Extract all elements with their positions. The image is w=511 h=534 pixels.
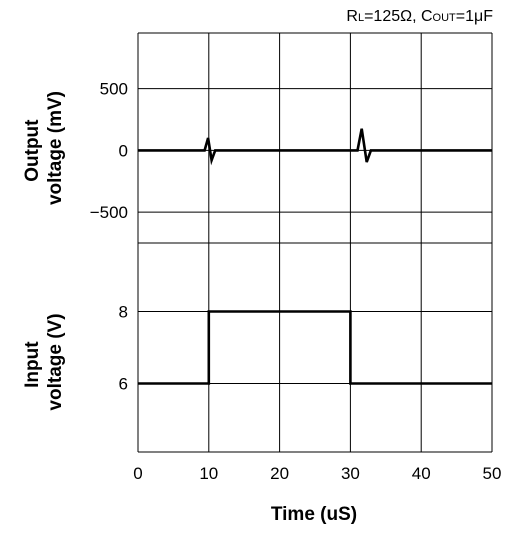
conditions-annotation: RL=125Ω, COUT=1μF [346, 8, 493, 25]
output-title-line1: Output [22, 119, 43, 182]
x-tick-label: 30 [341, 464, 360, 483]
panels: 500 0 −500 8 6 [90, 80, 492, 394]
x-tick-labels: 0 10 20 30 40 50 [133, 464, 501, 483]
output-title-line2: voltage (mV) [45, 91, 66, 205]
rl-symbol: R [346, 8, 358, 25]
y-tick-label: 500 [100, 80, 128, 99]
x-tick-label: 20 [270, 464, 289, 483]
cout-value: =1μF [456, 8, 493, 25]
x-axis-title: Time (uS) [271, 504, 357, 525]
y-tick-label: −500 [90, 203, 128, 222]
input-voltage-axis-title: Input voltage (V) [22, 313, 66, 410]
output-voltage-trace [138, 128, 492, 166]
rl-subscript: L [358, 12, 364, 24]
x-tick-label: 50 [483, 464, 502, 483]
y-tick-label: 0 [119, 141, 128, 160]
y-tick-label: 6 [119, 375, 128, 394]
output-voltage-axis-title: Output voltage (mV) [22, 91, 66, 205]
x-tick-label: 40 [412, 464, 431, 483]
rl-value: =125Ω, [364, 8, 421, 25]
grid [137, 32, 493, 453]
cout-subscript: OUT [433, 12, 457, 24]
x-tick-label: 10 [199, 464, 218, 483]
input-title-line1: Input [22, 341, 43, 388]
input-title-line2: voltage (V) [45, 313, 66, 410]
x-tick-label: 0 [133, 464, 142, 483]
y-tick-label: 8 [119, 302, 128, 321]
cout-symbol: C [421, 8, 433, 25]
input-voltage-trace [138, 310, 492, 385]
